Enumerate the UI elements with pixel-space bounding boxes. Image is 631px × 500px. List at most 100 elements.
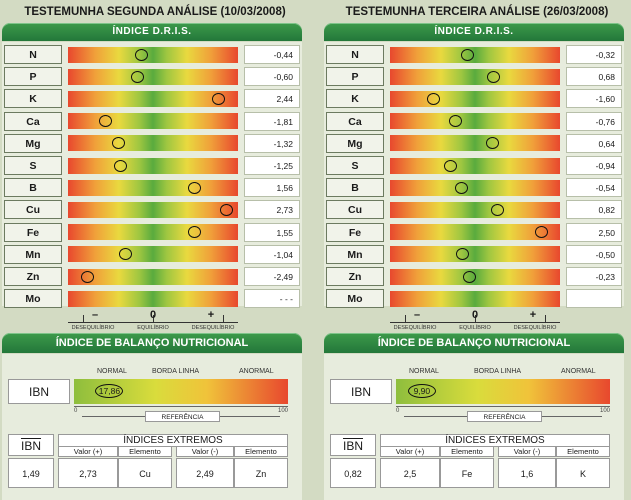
scale-tick (405, 315, 406, 323)
dris-bar-k (68, 90, 238, 107)
table-header-valor-plus: Valor (+) (380, 446, 440, 457)
balance-header: ÍNDICE DE BALANÇO NUTRICIONAL (2, 333, 302, 353)
element-label-cu: Cu (4, 200, 62, 220)
dris-chart: N -0,44 P -0,60 K 2,44 Ca -1,81 Mg -1,32 S -1,25 B 1,… (2, 42, 302, 331)
dris-marker-n (135, 48, 149, 61)
balance-header: ÍNDICE DE BALANÇO NUTRICIONAL (324, 333, 624, 353)
label-borda-linha: BORDA LINHA (474, 368, 522, 375)
ref-line-right (220, 416, 280, 417)
dris-bar-p (68, 68, 238, 85)
element-label-k: K (4, 89, 62, 109)
table-elemento-minus: Zn (234, 458, 288, 488)
axis-min: 0 (74, 408, 78, 414)
scale-label-right: DESEQUILÍBRIO (513, 325, 557, 331)
element-label-p: P (326, 67, 384, 87)
dris-marker-cu (490, 203, 504, 216)
element-label-zn: Zn (326, 267, 384, 286)
element-label-mo: Mo (4, 289, 62, 309)
dris-bar-cu (68, 201, 238, 218)
element-label-ca: Ca (4, 111, 62, 131)
table-elemento-minus: K (556, 458, 610, 488)
dris-marker-n (460, 48, 474, 61)
dris-header: ÍNDICE D.R.I.S. (2, 23, 302, 41)
dris-marker-k (426, 92, 440, 105)
dris-bar-ca (68, 113, 238, 130)
dris-value-mn: -1,04 (244, 244, 300, 264)
dris-bar-s (390, 157, 560, 174)
ref-line-right (542, 416, 602, 417)
dris-marker-mg (111, 137, 125, 150)
table-elemento-plus: Cu (118, 458, 172, 488)
axis-max: 100 (600, 408, 611, 414)
dris-header: ÍNDICE D.R.I.S. (324, 23, 624, 41)
dris-bar-mn (390, 246, 560, 263)
element-label-mg: Mg (4, 133, 62, 153)
dris-bar-fe (390, 224, 560, 241)
scale-zero: 0 (149, 309, 157, 321)
panel-terceira-analise: TESTEMUNHA TERCEIRA ANÁLISE (26/03/2008)… (324, 0, 630, 500)
element-label-fe: Fe (4, 222, 62, 242)
element-label-cu: Cu (326, 200, 384, 220)
dris-chart: N -0,32 P 0,68 K -1,60 Ca -0,76 Mg 0,64 S -0,94 B -0,… (324, 42, 624, 331)
dris-bar-zn (68, 268, 238, 285)
dris-value-n: -0,44 (244, 45, 300, 64)
dris-value-zn: -0,23 (566, 267, 622, 286)
dris-value-zn: -2,49 (244, 267, 300, 286)
dris-marker-b (454, 181, 468, 194)
element-label-mn: Mn (326, 244, 384, 264)
dris-bar-s (68, 157, 238, 174)
label-borda-linha: BORDA LINHA (152, 368, 200, 375)
ibn-axis (396, 406, 610, 407)
dris-marker-s (113, 159, 127, 172)
scale-plus: + (207, 309, 215, 321)
table-ibn-value: 0,82 (330, 458, 376, 488)
ref-line-left (82, 416, 145, 417)
dris-value-mo: - - - (244, 289, 300, 309)
table-extremos-header: ÍNDICES EXTREMOS (380, 434, 610, 447)
dris-value-s: -0,94 (566, 156, 622, 175)
dris-marker-mn (455, 248, 469, 261)
dris-bar-n (390, 46, 560, 63)
dris-marker-ca (448, 115, 462, 128)
dris-marker-p (487, 70, 501, 83)
dris-bar-p (390, 68, 560, 85)
dris-value-cu: 2,73 (244, 200, 300, 220)
ibn-axis (74, 406, 288, 407)
referencia-label: REFERÊNCIA (145, 411, 220, 422)
dris-value-s: -1,25 (244, 156, 300, 175)
table-ibn-header: IBN (330, 434, 376, 456)
dris-marker-fe (535, 226, 549, 239)
scale-label-left: DESEQUILÍBRIO (71, 325, 115, 331)
dris-value-k: 2,44 (244, 89, 300, 109)
dris-marker-mg (486, 137, 499, 150)
element-label-zn: Zn (4, 267, 62, 286)
dris-bar-b (68, 179, 238, 196)
dris-value-mg: -1,32 (244, 133, 300, 153)
table-header-elemento: Elemento (234, 446, 288, 457)
element-label-b: B (4, 178, 62, 198)
scale-tick (545, 315, 546, 323)
dris-value-mg: 0,64 (566, 133, 622, 153)
dris-marker-mn (119, 248, 133, 261)
label-anormal: ANORMAL (239, 368, 274, 375)
dris-bar-ca (390, 113, 560, 130)
dris-bar-mg (390, 135, 560, 152)
ibn-bar: 17,86 (74, 379, 288, 404)
scale-tick (83, 315, 84, 323)
referencia-label: REFERÊNCIA (467, 411, 542, 422)
scale-tick (153, 315, 154, 323)
dris-marker-p (131, 70, 145, 83)
table-header-valor-plus: Valor (+) (58, 446, 118, 457)
dris-bar-n (68, 46, 238, 63)
element-label-fe: Fe (326, 222, 384, 242)
scale-minus: – (91, 309, 99, 321)
table-extremos-header: ÍNDICES EXTREMOS (58, 434, 288, 447)
scale-minus: – (413, 309, 421, 321)
dris-bar-mo (68, 290, 238, 307)
ibn-bar: 9,90 (396, 379, 610, 404)
panel-title: TESTEMUNHA SEGUNDA ANÁLISE (10/03/2008) (24, 6, 286, 18)
table-header-elemento: Elemento (440, 446, 494, 457)
label-normal: NORMAL (409, 368, 439, 375)
element-label-mo: Mo (326, 289, 384, 309)
dris-marker-zn (80, 270, 94, 283)
